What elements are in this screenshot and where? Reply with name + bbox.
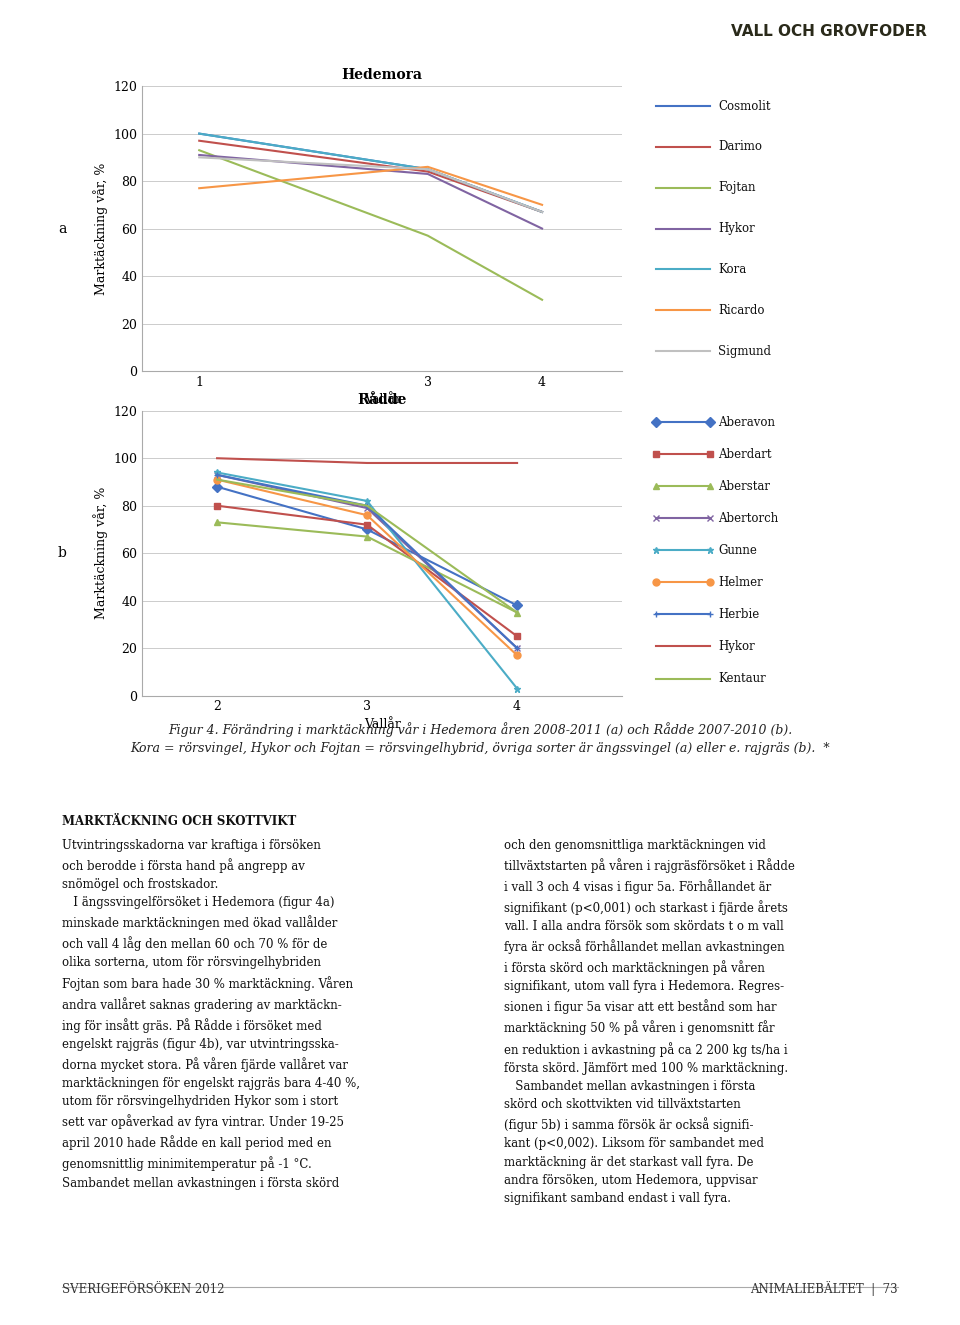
Text: Hykor: Hykor: [718, 223, 755, 235]
Text: Cosmolit: Cosmolit: [718, 99, 771, 113]
Text: Ricardo: Ricardo: [718, 303, 764, 317]
Text: Abertorch: Abertorch: [718, 511, 779, 525]
Text: a: a: [59, 221, 66, 236]
Text: Aberstar: Aberstar: [718, 480, 770, 493]
Text: b: b: [58, 546, 67, 560]
Y-axis label: Marktäckning vår, %: Marktäckning vår, %: [93, 163, 108, 294]
Text: Utvintringsskadorna var kraftiga i försöken
och berodde i första hand på angrepp: Utvintringsskadorna var kraftiga i försö…: [62, 839, 360, 1190]
Text: Aberavon: Aberavon: [718, 416, 775, 429]
Y-axis label: Marktäckning vår, %: Marktäckning vår, %: [93, 488, 108, 619]
Text: Kentaur: Kentaur: [718, 672, 766, 685]
Text: Aberdart: Aberdart: [718, 448, 772, 461]
Text: ANIMALIEBÄLTET  |  73: ANIMALIEBÄLTET | 73: [750, 1281, 898, 1296]
X-axis label: Vallår: Vallår: [364, 394, 400, 405]
Text: SVERIGEFÖRSÖKEN 2012: SVERIGEFÖRSÖKEN 2012: [62, 1283, 225, 1296]
Text: MARKTÄCKNING OCH SKOTTVIKT: MARKTÄCKNING OCH SKOTTVIKT: [62, 815, 297, 828]
Text: Figur 4. Förändring i marktäckning vår i Hedemora åren 2008-2011 (a) och Rådde 2: Figur 4. Förändring i marktäckning vår i…: [131, 722, 829, 755]
Text: Hykor: Hykor: [718, 640, 755, 653]
Text: och den genomsnittliga marktäckningen vid
tillväxtstarten på våren i rajgräsförs: och den genomsnittliga marktäckningen vi…: [504, 839, 795, 1204]
Text: Helmer: Helmer: [718, 576, 763, 588]
Title: Hedemora: Hedemora: [342, 68, 422, 82]
Text: Darimo: Darimo: [718, 140, 762, 154]
X-axis label: Vallår: Vallår: [364, 718, 400, 730]
Text: VALL OCH GROVFODER: VALL OCH GROVFODER: [731, 24, 926, 38]
Text: Gunne: Gunne: [718, 543, 756, 556]
Title: Rådde: Rådde: [357, 392, 407, 407]
Text: Sigmund: Sigmund: [718, 344, 771, 358]
Text: Herbie: Herbie: [718, 608, 759, 621]
Text: Fojtan: Fojtan: [718, 182, 756, 195]
Text: Kora: Kora: [718, 262, 746, 276]
